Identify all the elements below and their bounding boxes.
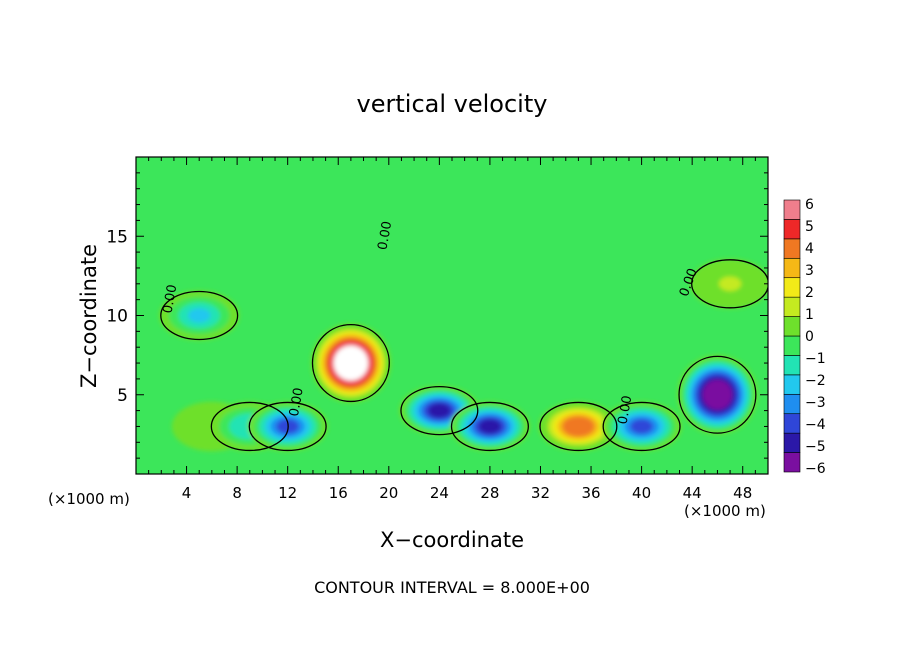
x-tick-label-10: 44 bbox=[683, 484, 702, 502]
contour-line-10 bbox=[691, 259, 768, 309]
contour-line-1 bbox=[210, 401, 289, 452]
velocity-cell-8-level-0 bbox=[706, 383, 729, 407]
colorbar-swatch-5 bbox=[783, 355, 801, 376]
y-ticks: 5 10 15 bbox=[106, 172, 768, 459]
y-tick-label-2: 15 bbox=[106, 227, 128, 247]
x-ticks: 4 8 12 16 20 24 28 32 36 40 44 48 bbox=[148, 157, 756, 502]
colorbar: 6 5 4 3 2 1 0 −1 −2 −3 −4 −5 −6 bbox=[783, 197, 826, 477]
y-axis-label: Z−coordinate bbox=[77, 244, 101, 388]
velocity-field bbox=[159, 259, 768, 452]
colorbar-label-10: −4 bbox=[805, 417, 826, 433]
x-axis-label: X−coordinate bbox=[380, 528, 524, 552]
colorbar-swatch-13 bbox=[783, 199, 801, 220]
colorbar-swatch-1 bbox=[783, 432, 801, 453]
contour-label-0: 0.00 bbox=[161, 283, 181, 314]
colorbar-label-5: 1 bbox=[805, 307, 814, 323]
colorbar-swatch-4 bbox=[783, 374, 801, 395]
colorbar-label-11: −5 bbox=[805, 439, 826, 455]
chart-title: vertical velocity bbox=[357, 90, 548, 118]
colorbar-label-4: 2 bbox=[805, 285, 814, 301]
colorbar-label-7: −1 bbox=[805, 351, 826, 367]
colorbar-swatch-12 bbox=[783, 219, 801, 240]
x-tick-label-11: 48 bbox=[733, 484, 752, 502]
contour-interval-note: CONTOUR INTERVAL = 8.000E+00 bbox=[314, 578, 590, 597]
x-tick-label-0: 4 bbox=[182, 484, 192, 502]
x-tick-label-5: 24 bbox=[430, 484, 449, 502]
colorbar-swatch-2 bbox=[783, 413, 801, 434]
contour-line-2 bbox=[248, 401, 327, 452]
contour-label-3: 0.00 bbox=[616, 394, 636, 425]
x-tick-label-7: 32 bbox=[531, 484, 550, 502]
x-tick-label-3: 16 bbox=[329, 484, 348, 502]
x-tick-label-8: 36 bbox=[581, 484, 600, 502]
velocity-cell-10-level-0 bbox=[718, 276, 742, 291]
colorbar-label-2: 4 bbox=[805, 241, 814, 257]
contour-line-4 bbox=[400, 385, 479, 436]
x-unit-label-right: (×1000 m) bbox=[684, 502, 766, 520]
velocity-cell-4-level-0 bbox=[428, 403, 451, 418]
contour-line-6 bbox=[539, 401, 618, 452]
colorbar-swatch-8 bbox=[783, 296, 801, 317]
colorbar-swatch-11 bbox=[783, 238, 801, 259]
contour-line-3 bbox=[311, 323, 390, 403]
colorbar-label-3: 3 bbox=[805, 263, 814, 279]
x-tick-label-1: 8 bbox=[232, 484, 242, 502]
y-tick-label-1: 10 bbox=[106, 307, 128, 327]
velocity-cell-9-level-0 bbox=[188, 308, 211, 323]
contour-line-9 bbox=[160, 290, 239, 341]
colorbar-label-8: −2 bbox=[805, 373, 826, 389]
x-tick-label-2: 12 bbox=[278, 484, 297, 502]
x-unit-label-left: (×1000 m) bbox=[48, 490, 130, 508]
colorbar-label-9: −3 bbox=[805, 395, 826, 411]
x-tick-label-6: 28 bbox=[480, 484, 499, 502]
zero-contours bbox=[160, 259, 768, 452]
contour-label-2: 0.00 bbox=[287, 387, 307, 418]
velocity-cell-5-level-0 bbox=[478, 419, 502, 434]
colorbar-swatch-10 bbox=[783, 257, 801, 279]
velocity-cell-6-level-0 bbox=[567, 419, 590, 434]
velocity-cell-7-level-0 bbox=[630, 419, 653, 434]
contour-line-8 bbox=[678, 355, 757, 434]
y-tick-label-0: 5 bbox=[117, 386, 128, 406]
colorbar-label-0: 6 bbox=[805, 197, 814, 213]
colorbar-label-6: 0 bbox=[805, 329, 814, 345]
colorbar-label-12: −6 bbox=[805, 461, 826, 477]
contour-line-5 bbox=[450, 401, 529, 452]
colorbar-swatch-7 bbox=[783, 316, 801, 337]
contour-line-7 bbox=[602, 401, 681, 452]
velocity-cell-3-level-0 bbox=[339, 351, 363, 375]
plot-area: 0.000.000.00 0.000.00 4 8 12 16 20 24 28 32 36 40 4… bbox=[106, 156, 769, 502]
x-tick-label-4: 20 bbox=[379, 484, 398, 502]
colorbar-swatch-0 bbox=[783, 452, 801, 473]
colorbar-label-1: 5 bbox=[805, 219, 814, 235]
x-tick-label-9: 40 bbox=[632, 484, 651, 502]
contour-label-1: 0.00 bbox=[375, 220, 395, 251]
colorbar-swatch-6 bbox=[783, 335, 801, 356]
colorbar-swatch-3 bbox=[783, 393, 801, 415]
colorbar-swatch-9 bbox=[783, 277, 801, 298]
